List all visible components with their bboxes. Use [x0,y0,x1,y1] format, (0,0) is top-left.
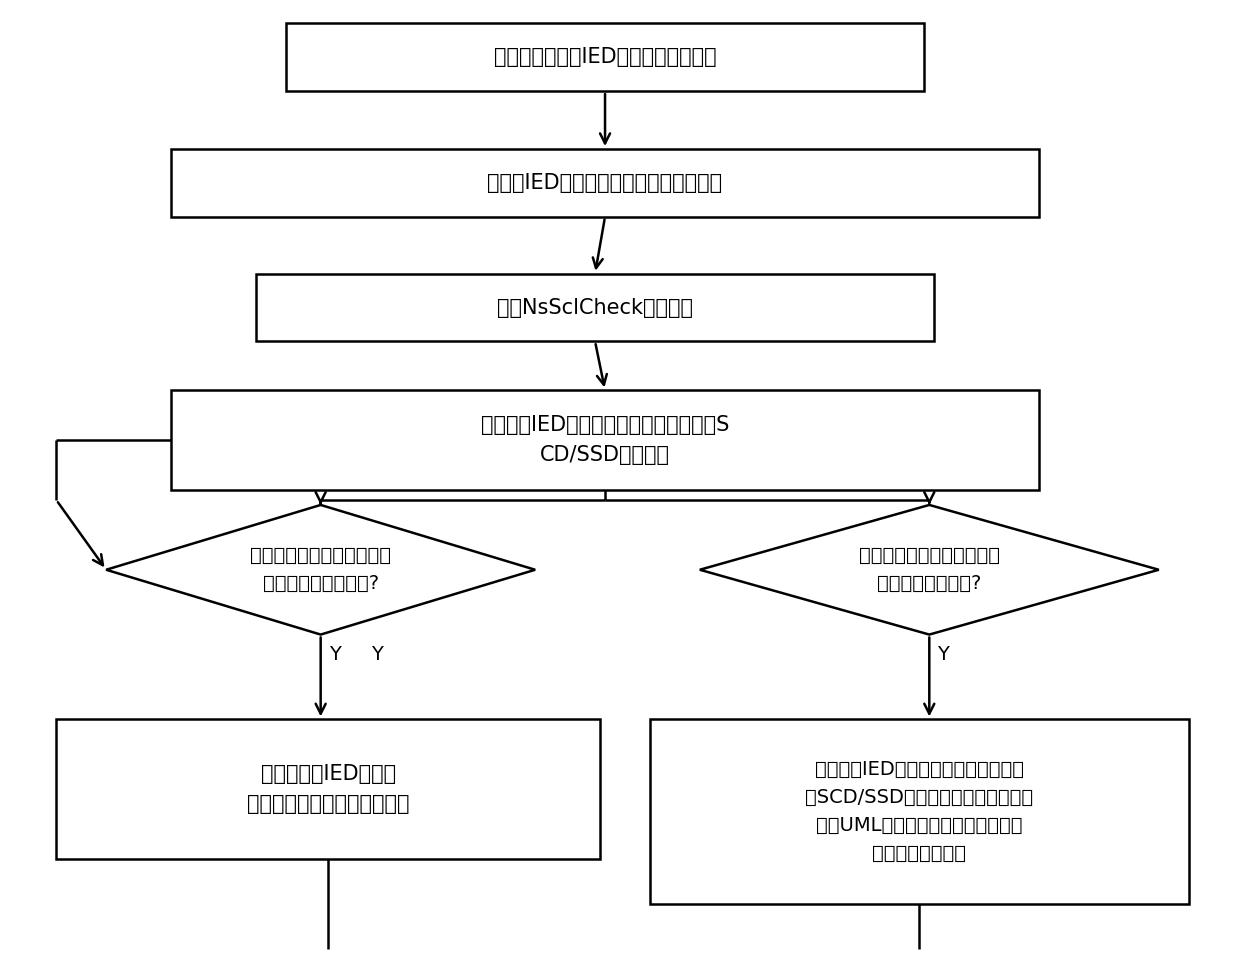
Text: Y: Y [329,644,341,664]
Polygon shape [699,505,1159,635]
Polygon shape [107,505,536,635]
Text: Y: Y [937,644,949,664]
Text: 预先对变电站层IED设备进行统一建模: 预先对变电站层IED设备进行统一建模 [494,47,717,67]
Text: 生成所有IED设备共用的统一数据结构的S
CD/SSD工程文件: 生成所有IED设备共用的统一数据结构的S CD/SSD工程文件 [481,416,729,465]
Text: 将所有IED设备的厂家初始模型文件导入: 将所有IED设备的厂家初始模型文件导入 [487,172,723,193]
Text: 进行NsSclCheck静态检查: 进行NsSclCheck静态检查 [497,297,693,318]
Bar [171,391,1039,490]
Bar [171,149,1039,217]
Text: Y: Y [371,644,382,664]
Text: 需要进行站控层设备数据库
及图形文件的配置?: 需要进行站控层设备数据库 及图形文件的配置? [859,547,999,593]
Bar [56,719,600,859]
Bar [255,273,934,341]
Bar [650,719,1189,904]
Text: 基于所有IED设备共用的统一数据结构
的SCD/SSD工程文件，采用统一建模
语言UML进行站控层设备所需数据库
及图形文件的配置: 基于所有IED设备共用的统一数据结构 的SCD/SSD工程文件，采用统一建模 语… [805,760,1033,863]
Text: 需要针对指定的站控层设备
进行文件数据的下装?: 需要针对指定的站控层设备 进行文件数据的下装? [250,547,391,593]
Text: 针对指定的IED设备，
采用对应的下载途径进行下装: 针对指定的IED设备， 采用对应的下载途径进行下装 [247,765,409,814]
Bar [285,23,924,91]
